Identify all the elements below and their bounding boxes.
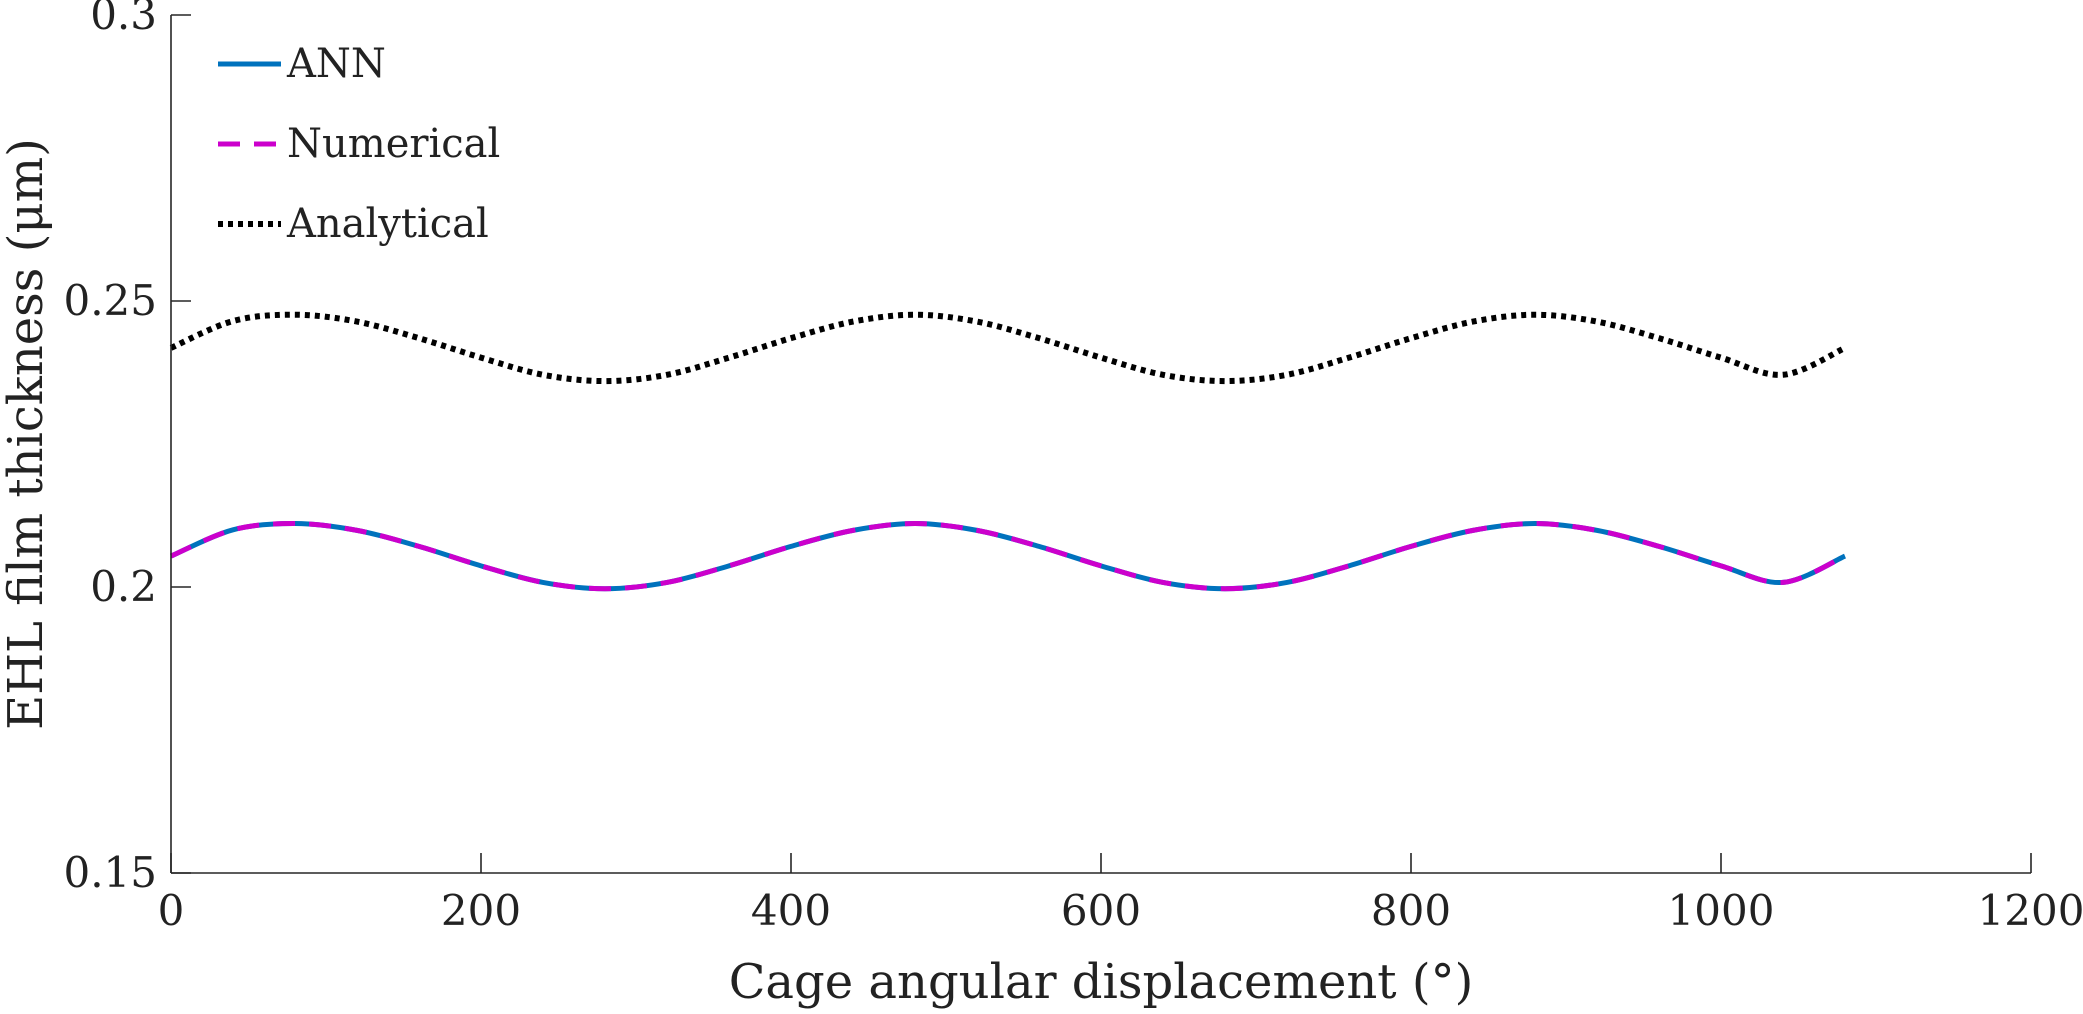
series-line-numerical	[170, 521, 1847, 592]
series-line-ann	[170, 521, 1847, 592]
series-line-analytical	[169, 311, 1847, 385]
ticks: 0 200 400 600 800 1000 1200 0.15 0.2 0.25 0.3	[63, 0, 2083, 935]
y-tick-label: 0.15	[63, 848, 157, 897]
legend-label-numerical: Numerical	[287, 121, 500, 167]
legend: ANN Numerical Analytical	[218, 41, 500, 247]
y-tick-label: 0.25	[63, 276, 157, 325]
x-tick-label: 1000	[1668, 886, 1775, 935]
series-layer	[169, 311, 1847, 592]
x-tick-label: 800	[1371, 886, 1451, 935]
legend-label-ann: ANN	[286, 41, 386, 87]
y-tick-label: 0.2	[90, 562, 157, 611]
y-tick-label: 0.3	[90, 0, 157, 39]
y-axis-label: EHL film thickness (μm)	[0, 138, 54, 730]
x-tick-label: 400	[751, 886, 831, 935]
x-axis-label: Cage angular displacement (°)	[729, 954, 1474, 1010]
x-tick-label: 600	[1061, 886, 1141, 935]
x-tick-label: 200	[441, 886, 521, 935]
x-tick-label: 0	[158, 886, 185, 935]
x-tick-label: 1200	[1978, 886, 2083, 935]
legend-label-analytical: Analytical	[286, 201, 489, 247]
